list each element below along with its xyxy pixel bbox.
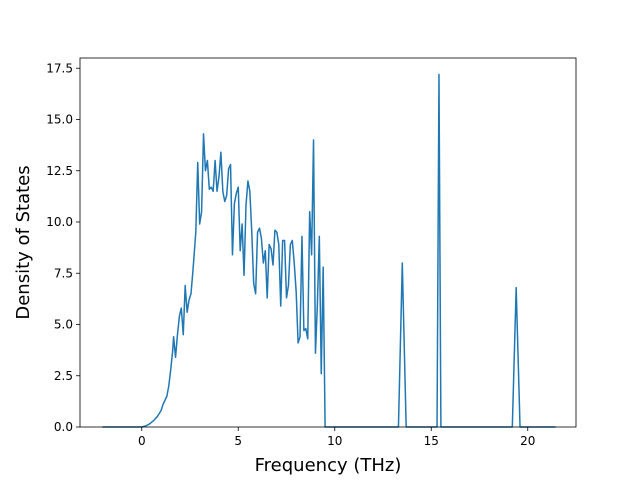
- x-tick-label: 5: [234, 434, 242, 448]
- y-tick-label: 15.0: [46, 113, 73, 127]
- y-tick-label: 2.5: [54, 369, 73, 383]
- y-tick-label: 17.5: [46, 61, 73, 75]
- y-tick-label: 10.0: [46, 215, 73, 229]
- x-axis-ticks: 0 5 10 15 20: [138, 427, 535, 448]
- axes-frame: [79, 57, 577, 428]
- x-tick-label: 15: [424, 434, 439, 448]
- x-tick-label: 20: [520, 434, 535, 448]
- y-tick-label: 0.0: [54, 420, 73, 434]
- y-tick-label: 7.5: [54, 266, 73, 280]
- y-axis-ticks: 0.0 2.5 5.0 7.5 10.0 12.5 15.0 17.5: [46, 61, 80, 434]
- y-tick-label: 12.5: [46, 164, 73, 178]
- plot-area: [79, 57, 577, 428]
- y-tick-label: 5.0: [54, 318, 73, 332]
- y-axis-label: Density of States: [13, 165, 34, 319]
- x-tick-label: 10: [327, 434, 342, 448]
- x-axis-label: Frequency (THz): [255, 455, 402, 476]
- x-tick-label: 0: [138, 434, 146, 448]
